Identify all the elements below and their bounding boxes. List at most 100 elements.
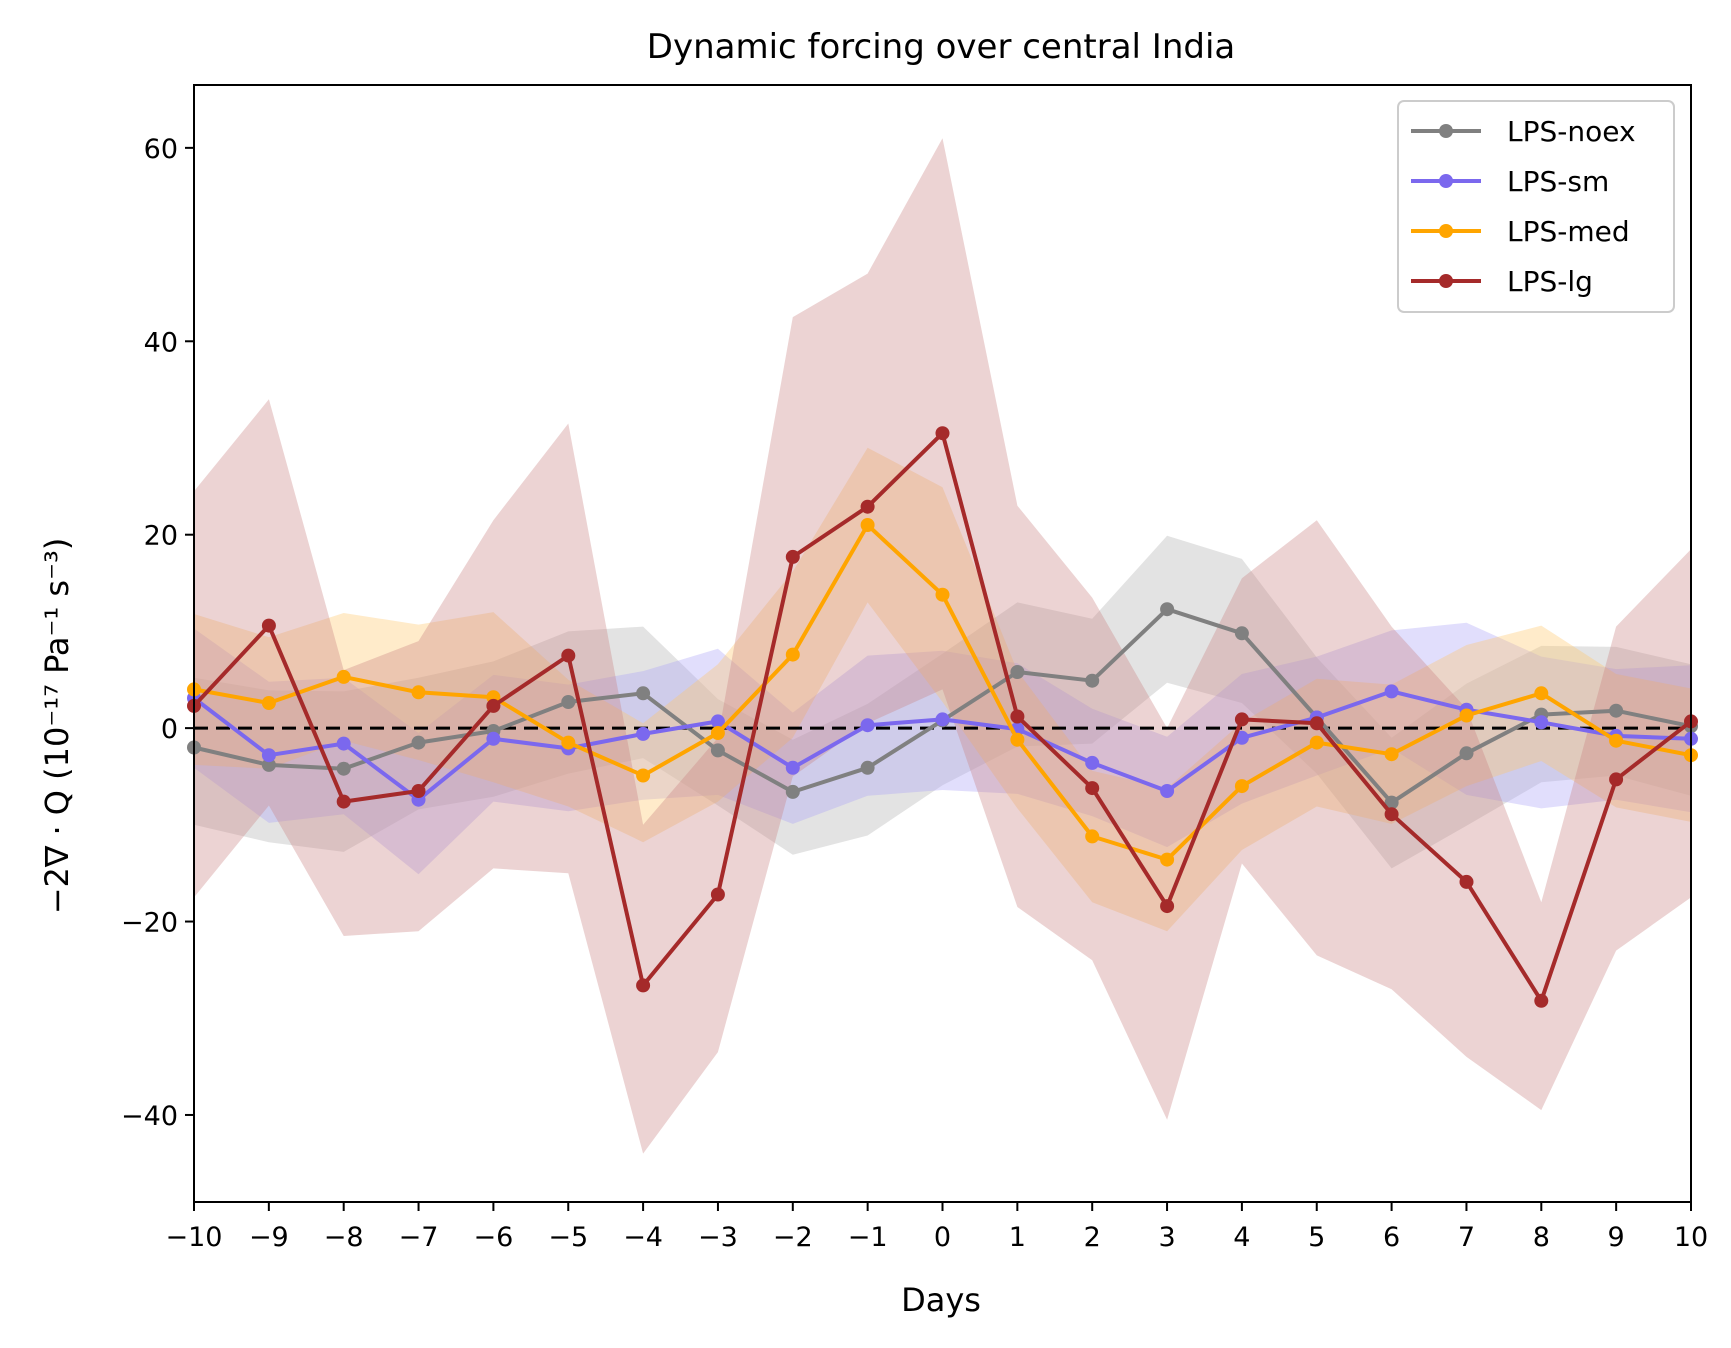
point-lps-med <box>710 726 725 740</box>
point-lps-noex <box>1010 665 1025 679</box>
y-tick-label: −40 <box>121 1101 178 1132</box>
y-axis-ticks: −40 −20 0 20 40 60 <box>121 134 194 1132</box>
band-lps-lg <box>194 138 1691 1154</box>
point-lps-med <box>261 696 276 710</box>
point-lps-noex <box>636 686 651 701</box>
x-tick-label: −7 <box>399 1222 439 1253</box>
legend-label: LPS-med <box>1507 215 1630 248</box>
legend-label: LPS-lg <box>1507 265 1593 298</box>
x-tick-label: 4 <box>1233 1222 1250 1253</box>
point-lps-sm <box>710 714 725 729</box>
legend-label: LPS-noex <box>1507 115 1636 148</box>
point-lps-noex <box>860 760 875 775</box>
point-lps-med <box>1010 732 1025 747</box>
y-tick-label: 60 <box>144 134 178 165</box>
point-lps-noex <box>336 761 351 776</box>
point-lps-lg <box>1085 781 1100 796</box>
y-tick-label: 0 <box>161 714 178 745</box>
point-lps-lg <box>1234 712 1249 727</box>
point-lps-noex <box>785 784 800 799</box>
legend-item-lps-med: LPS-med <box>1411 215 1630 248</box>
legend-swatch-marker <box>1439 174 1453 188</box>
y-tick-label: 40 <box>144 327 178 358</box>
point-lps-med <box>1384 747 1399 762</box>
point-lps-sm <box>860 718 875 733</box>
point-lps-med <box>561 735 576 750</box>
y-tick-label: 20 <box>144 521 178 552</box>
x-tick-label: 8 <box>1533 1222 1550 1253</box>
point-lps-noex <box>1160 602 1175 617</box>
point-lps-med <box>1234 779 1249 794</box>
point-lps-lg <box>935 426 950 441</box>
chart-title: Dynamic forcing over central India <box>647 27 1235 67</box>
point-lps-lg <box>636 978 651 993</box>
legend-label: LPS-sm <box>1507 165 1609 198</box>
x-tick-label: 1 <box>1009 1222 1026 1253</box>
x-tick-label: −5 <box>548 1222 588 1253</box>
point-lps-lg <box>860 499 875 514</box>
point-lps-lg <box>261 618 276 633</box>
point-lps-sm <box>1160 784 1175 798</box>
x-tick-label: 3 <box>1158 1222 1175 1253</box>
x-tick-label: −4 <box>623 1222 663 1253</box>
point-lps-lg <box>486 698 501 713</box>
x-tick-label: −9 <box>249 1222 289 1253</box>
x-tick-label: 6 <box>1383 1222 1400 1253</box>
point-lps-lg <box>1609 772 1624 787</box>
point-lps-lg <box>1459 874 1474 889</box>
legend-swatch-marker <box>1439 274 1453 288</box>
band-lps-med <box>194 447 1691 932</box>
x-tick-label: −6 <box>473 1222 513 1253</box>
point-lps-med <box>860 518 875 532</box>
point-lps-lg <box>1309 716 1324 731</box>
point-lps-med <box>785 647 800 662</box>
band-lps-noex <box>194 535 1691 869</box>
legend-item-lps-lg: LPS-lg <box>1411 265 1593 298</box>
point-lps-noex <box>411 735 426 750</box>
point-lps-lg <box>1160 899 1175 914</box>
point-lps-sm <box>1384 684 1399 699</box>
point-lps-lg <box>411 784 426 798</box>
point-lps-noex <box>1609 703 1624 718</box>
point-lps-lg <box>1384 807 1399 822</box>
point-lps-lg <box>561 648 576 663</box>
legend-item-lps-sm: LPS-sm <box>1411 165 1609 198</box>
uncertainty-bands <box>194 138 1691 1154</box>
point-lps-lg <box>710 887 725 902</box>
point-lps-noex <box>1234 626 1249 641</box>
point-lps-sm <box>935 712 950 727</box>
point-lps-med <box>336 669 351 684</box>
x-tick-label: −1 <box>848 1222 888 1253</box>
x-tick-label: 5 <box>1308 1222 1325 1253</box>
x-tick-label: 0 <box>934 1222 951 1253</box>
series-lps-med <box>187 518 1698 867</box>
point-lps-med <box>411 685 426 700</box>
point-lps-med <box>1609 733 1624 748</box>
point-lps-sm <box>261 748 276 763</box>
point-lps-lg <box>1534 993 1549 1008</box>
point-lps-med <box>1459 708 1474 723</box>
x-tick-label: −3 <box>698 1222 738 1253</box>
x-tick-label: −8 <box>324 1222 364 1253</box>
band-lps-sm <box>194 622 1691 875</box>
point-lps-noex <box>261 757 276 772</box>
point-lps-sm <box>1234 730 1249 745</box>
legend-item-lps-noex: LPS-noex <box>1411 115 1636 148</box>
x-axis-ticks: −10 −9 −8 −7 −6 −5 −4 −3 −2 −1 0 1 2 3 4 5 6 7 8 9 10 <box>166 1202 1708 1253</box>
x-tick-label: 10 <box>1674 1222 1708 1253</box>
point-lps-noex <box>710 743 725 758</box>
x-axis-label: Days <box>901 1281 981 1319</box>
legend-items: LPS-noex LPS-sm LPS-med LPS-lg <box>1411 115 1636 298</box>
point-lps-sm <box>1085 755 1100 770</box>
point-lps-lg <box>785 549 800 564</box>
series-lps-sm <box>187 684 1698 807</box>
point-lps-med <box>1534 686 1549 701</box>
point-lps-med <box>1309 735 1324 750</box>
x-tick-label: 9 <box>1608 1222 1625 1253</box>
point-lps-lg <box>336 794 351 809</box>
legend: LPS-noex LPS-sm LPS-med LPS-lg <box>1397 100 1675 313</box>
legend-swatch-marker <box>1439 124 1453 138</box>
point-lps-med <box>1160 852 1175 867</box>
